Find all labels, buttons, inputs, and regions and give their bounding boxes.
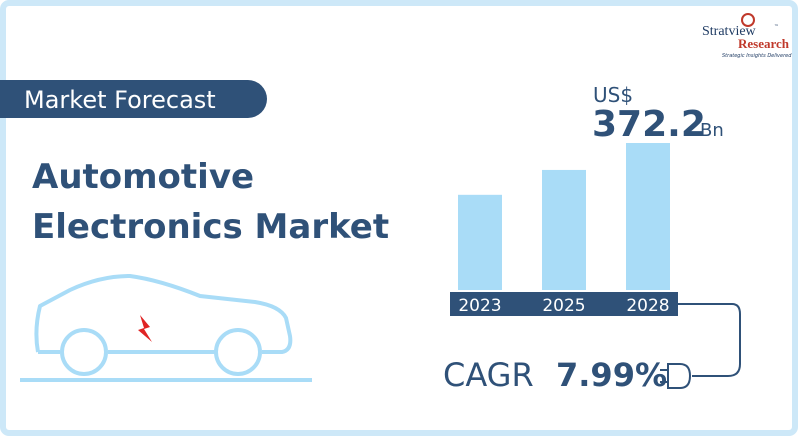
logo-name: Stratview [702,24,757,39]
logo: Stratview ™ Research Strategic Insights … [702,13,792,59]
plug-icon [660,363,692,389]
cagr-value: 7.99% [556,356,667,394]
car-icon [20,274,312,382]
bar [626,143,670,290]
x-tick-label: 2023 [458,296,501,316]
logo-icon [741,13,755,27]
cable [678,303,741,377]
badge-text: Market Forecast [24,86,216,114]
x-tick-label: 2028 [626,296,669,316]
cagr-label: CAGR [443,356,534,394]
logo-name2: Research [738,36,790,51]
value-prefix: US$ [593,83,633,107]
value-unit: Bn [700,120,724,141]
logo-tagline: Strategic Insights Delivered [722,53,792,59]
title: Electronics Market [32,207,389,247]
logo-tm: ™ [774,24,779,30]
badge [0,80,267,118]
bolt-icon [138,315,152,342]
x-tick-label: 2025 [542,296,585,316]
title: Automotive [32,157,254,197]
axis-band [450,292,678,316]
value-label: 372.2 [592,104,706,145]
bar [542,169,586,290]
bar [458,194,502,290]
